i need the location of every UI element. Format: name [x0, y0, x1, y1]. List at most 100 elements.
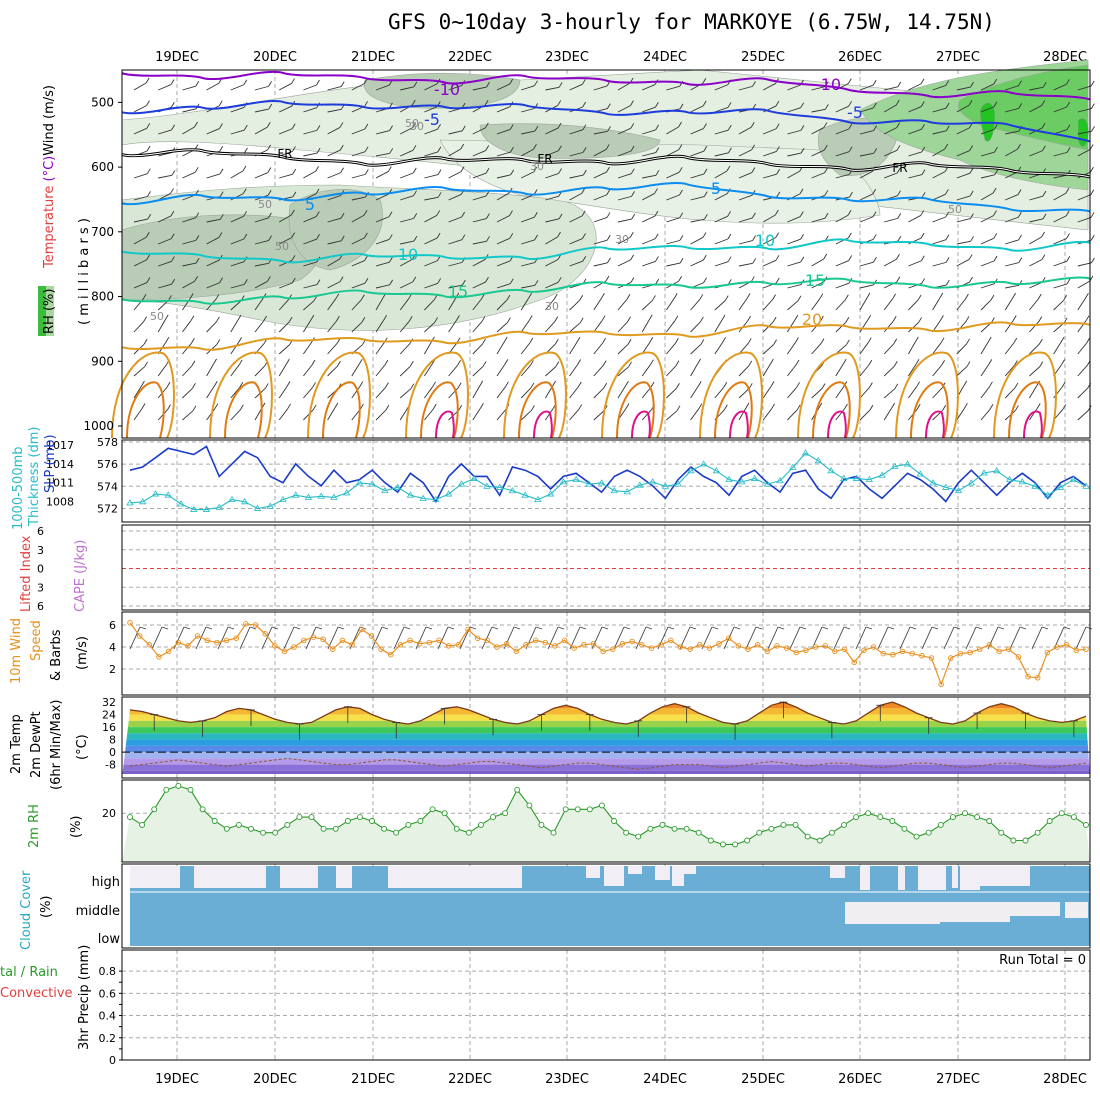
wind-barb [739, 366, 749, 376]
surface-wind-barb [350, 627, 360, 649]
rh-contour-label: 30 [530, 160, 544, 173]
wind-barb-flag [676, 361, 679, 366]
pressure-tick-label: 1000 [83, 419, 114, 433]
wind-barb [376, 410, 386, 420]
wind-barb [763, 300, 772, 310]
wind-barb-flag [191, 338, 194, 343]
wind-barb-flag [991, 295, 994, 300]
wind-barb-flag [893, 294, 896, 299]
temperature-contour-35 [1024, 412, 1042, 438]
wind-barb-flag [844, 404, 847, 409]
wind-barb-flag [1092, 126, 1095, 131]
panel-frame [122, 525, 1090, 610]
wind-barb [860, 410, 870, 420]
wind-barb-flag [990, 404, 993, 409]
meteogram-figure: 19DEC19DEC20DEC20DEC21DEC21DEC22DEC22DEC… [0, 0, 1100, 1100]
high-cloud-gap [830, 866, 845, 878]
rh-contour-label: 30 [615, 233, 629, 246]
rh2m-units-label: (%) [69, 816, 84, 839]
surface-wind-barb-flag [690, 627, 696, 629]
rh-marker [902, 826, 907, 831]
wind-barb-flag [313, 405, 316, 410]
panel-frame [122, 440, 1090, 522]
rh-marker [999, 830, 1004, 835]
surface-wind-barb-flag [558, 627, 564, 629]
wind-barb [134, 106, 146, 112]
wind-barb-flag [821, 339, 824, 344]
wind-barb-flag [971, 236, 974, 241]
wind-barb-flag [941, 338, 944, 343]
surface-wind-barb-flag [580, 627, 586, 629]
rh-marker [866, 811, 871, 816]
wind-barb [207, 364, 214, 376]
wind-barb-flag [773, 317, 776, 322]
rh-marker [236, 822, 241, 827]
wind-barb-flag [146, 78, 149, 83]
wind10-label: 10m Wind [9, 618, 24, 684]
wind-barb-flag [287, 381, 290, 386]
wind-barb [957, 219, 971, 222]
wind-barb-flag [801, 257, 804, 262]
wind-barb [279, 83, 291, 90]
surface-wind-barb [1076, 627, 1086, 649]
wind-barb-flag [312, 360, 315, 365]
wind-barb [981, 409, 990, 420]
rh-marker [1047, 819, 1052, 824]
wind-barb [1005, 388, 1015, 398]
wind-barb-flag [220, 169, 223, 174]
precip-tick-label: 0.8 [99, 965, 117, 978]
wind-barb [279, 364, 286, 376]
upper-temp-wind-label-part: (°C) [42, 156, 57, 186]
wind-barb-flag [147, 146, 150, 151]
rh-marker [273, 830, 278, 835]
surface-wind-barb [922, 627, 932, 649]
surface-wind-barb-flag [866, 627, 872, 629]
rh-contour-label: 50 [405, 117, 419, 130]
surface-wind-barb-flag [756, 627, 762, 629]
wind-barb-flag [822, 384, 825, 389]
wind-barb-flag [676, 383, 679, 388]
date-label-bottom: 20DEC [253, 1072, 297, 1087]
upper-rh-label: RH (%) [42, 289, 57, 334]
wind-barb-flag [749, 383, 752, 388]
rh-marker [575, 807, 580, 812]
wind-barb [1029, 260, 1041, 266]
wind-barb [1029, 299, 1038, 310]
wind-barb-flag [313, 382, 316, 387]
wind-barb-flag [146, 101, 149, 106]
rh-marker [708, 838, 713, 843]
contour-label: FR [892, 161, 907, 175]
wind-barb [618, 386, 625, 398]
rh-marker [926, 830, 931, 835]
wind-barb-flag [193, 406, 196, 411]
wind-barb [1005, 343, 1014, 354]
wind-barb-flag [385, 360, 388, 365]
wind-barb [400, 344, 410, 354]
rh-marker [720, 842, 725, 847]
wind-barb [1078, 388, 1088, 398]
wind-barb [352, 364, 359, 376]
wind-barb-flag [1091, 212, 1094, 217]
wind-barb-flag [1090, 144, 1093, 149]
wind-barb-flag [239, 360, 242, 365]
wind-barb-flag [145, 362, 148, 367]
wind-barb [473, 366, 483, 376]
wind-barb [981, 261, 994, 266]
wind-barb-flag [994, 256, 997, 261]
wind-barb-flag [627, 294, 630, 299]
wind-barb [884, 389, 895, 398]
precip-axis-label-part: 3hr Precip (mm) [77, 945, 92, 1050]
wind-barb-flag [1013, 316, 1016, 321]
rh-contour-label: 30 [545, 300, 559, 313]
wind-barb-flag [894, 339, 897, 344]
temperature-contour-35 [926, 412, 944, 438]
wind-barb [787, 262, 800, 266]
wind-barb [594, 217, 607, 222]
rh-marker [914, 834, 919, 839]
temp-tick-label: 8 [109, 734, 116, 747]
wind-barb-flag [1067, 279, 1070, 284]
surface-wind-barb-flag [338, 627, 344, 629]
lifted-index-label: Lifted Index [19, 535, 34, 612]
temperature-contour-30 [1009, 382, 1046, 438]
rh-marker [660, 822, 665, 827]
